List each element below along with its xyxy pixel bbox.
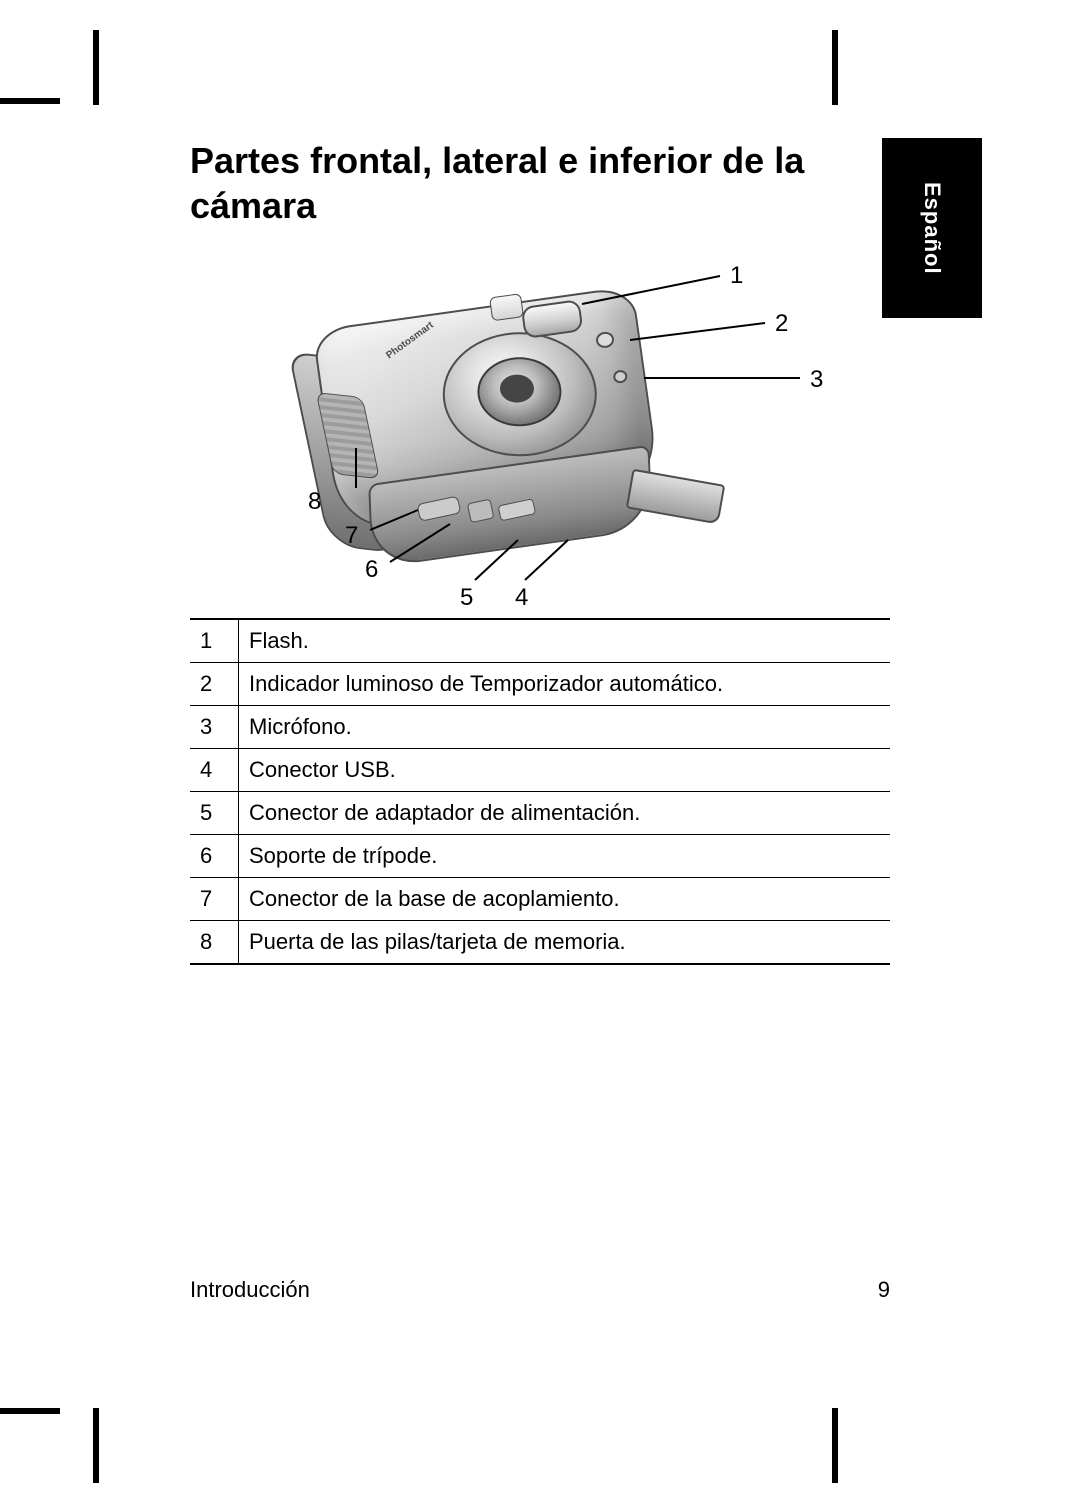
part-description: Micrófono. [239, 706, 891, 749]
part-number: 1 [190, 619, 239, 663]
part-description: Soporte de trípode. [239, 835, 891, 878]
page-content: Partes frontal, lateral e inferior de la… [190, 138, 890, 965]
battery-door [626, 469, 726, 525]
part-description: Conector de la base de acoplamiento. [239, 878, 891, 921]
table-row: 7Conector de la base de acoplamiento. [190, 878, 890, 921]
callout-number-6: 6 [365, 556, 378, 584]
callout-number-2: 2 [775, 310, 788, 338]
part-description: Flash. [239, 619, 891, 663]
crop-mark [0, 1408, 60, 1414]
table-row: 3Micrófono. [190, 706, 890, 749]
footer-page-number: 9 [878, 1277, 890, 1303]
part-description: Indicador luminoso de Temporizador autom… [239, 663, 891, 706]
crop-mark [832, 30, 838, 105]
language-tab-label: Español [919, 182, 945, 275]
crop-mark [93, 30, 99, 105]
hp-logo-plate [489, 293, 524, 321]
page-footer: Introducción 9 [190, 1277, 890, 1303]
callout-number-3: 3 [810, 366, 823, 394]
lens-glass [500, 375, 534, 403]
part-number: 3 [190, 706, 239, 749]
crop-mark [832, 1408, 838, 1483]
table-row: 2Indicador luminoso de Temporizador auto… [190, 663, 890, 706]
crop-mark [93, 1408, 99, 1483]
callout-number-1: 1 [730, 262, 743, 290]
table-row: 6Soporte de trípode. [190, 835, 890, 878]
callout-number-8: 8 [308, 488, 321, 516]
parts-table: 1Flash. 2Indicador luminoso de Temporiza… [190, 618, 890, 965]
part-description: Conector USB. [239, 749, 891, 792]
crop-mark [0, 98, 60, 104]
part-description: Puerta de las pilas/tarjeta de memoria. [239, 921, 891, 965]
language-tab: Español [882, 138, 982, 318]
part-number: 7 [190, 878, 239, 921]
table-row: 4Conector USB. [190, 749, 890, 792]
callout-number-7: 7 [345, 522, 358, 550]
part-number: 2 [190, 663, 239, 706]
part-number: 8 [190, 921, 239, 965]
callout-number-5: 5 [460, 584, 473, 612]
part-description: Conector de adaptador de alimentación. [239, 792, 891, 835]
camera-diagram: Photosmart 1 2 3 4 5 6 7 [190, 248, 890, 608]
callout-number-4: 4 [515, 584, 528, 612]
page-title: Partes frontal, lateral e inferior de la… [190, 138, 890, 228]
manual-page: Español Partes frontal, lateral e inferi… [0, 0, 1080, 1512]
table-row: 5Conector de adaptador de alimentación. [190, 792, 890, 835]
footer-section: Introducción [190, 1277, 310, 1303]
table-row: 1Flash. [190, 619, 890, 663]
part-number: 5 [190, 792, 239, 835]
table-row: 8Puerta de las pilas/tarjeta de memoria. [190, 921, 890, 965]
part-number: 6 [190, 835, 239, 878]
part-number: 4 [190, 749, 239, 792]
camera-illustration: Photosmart [267, 242, 694, 583]
